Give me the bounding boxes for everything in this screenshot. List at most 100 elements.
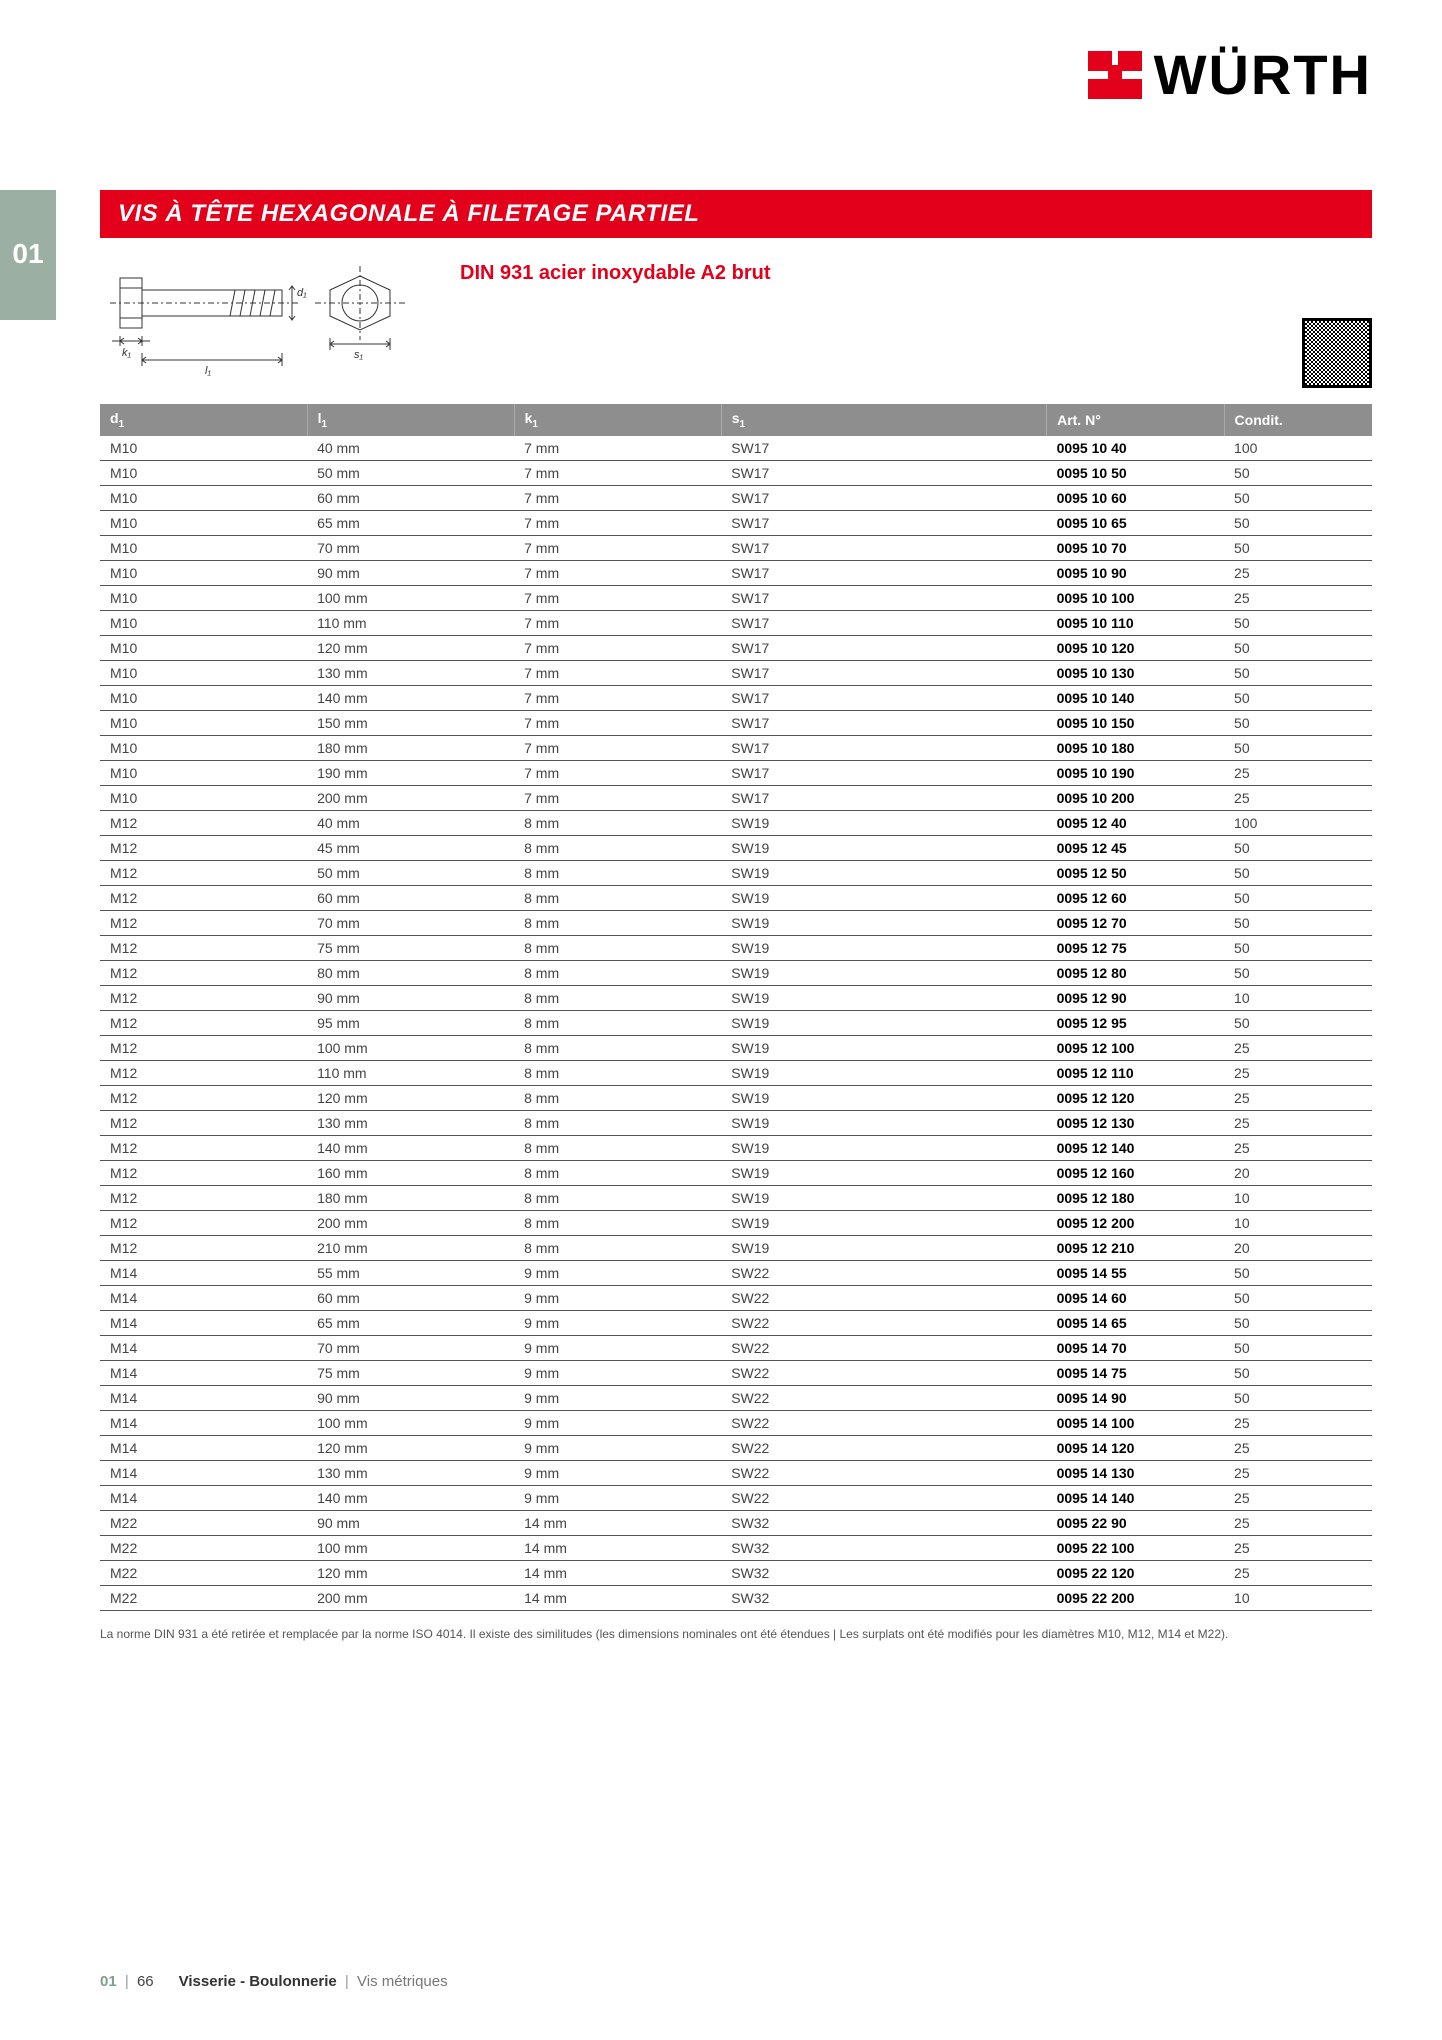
cell-d1: M14 — [100, 1385, 307, 1410]
cell-cond: 50 — [1224, 960, 1372, 985]
cell-art: 0095 12 160 — [1047, 1160, 1224, 1185]
cell-cond: 50 — [1224, 1385, 1372, 1410]
dim-d1: d₁ — [297, 287, 307, 299]
cell-s1: SW19 — [721, 835, 1046, 860]
cell-l1: 190 mm — [307, 760, 514, 785]
cell-s1: SW19 — [721, 1185, 1046, 1210]
cell-l1: 140 mm — [307, 1135, 514, 1160]
cell-k1: 8 mm — [514, 885, 721, 910]
cell-l1: 75 mm — [307, 1360, 514, 1385]
table-header-row: d1 l1 k1 s1 Art. N° Condit. — [100, 404, 1372, 436]
cell-d1: M10 — [100, 685, 307, 710]
cell-art: 0095 10 180 — [1047, 735, 1224, 760]
cell-art: 0095 10 110 — [1047, 610, 1224, 635]
cell-cond: 50 — [1224, 710, 1372, 735]
cell-l1: 50 mm — [307, 460, 514, 485]
cell-k1: 8 mm — [514, 1110, 721, 1135]
cell-s1: SW17 — [721, 535, 1046, 560]
cell-cond: 50 — [1224, 835, 1372, 860]
cell-s1: SW17 — [721, 585, 1046, 610]
table-row: M22200 mm14 mmSW320095 22 20010 — [100, 1585, 1372, 1610]
cell-l1: 130 mm — [307, 660, 514, 685]
cell-k1: 8 mm — [514, 1010, 721, 1035]
dim-k1: k₁ — [122, 347, 132, 359]
cell-d1: M12 — [100, 860, 307, 885]
cell-art: 0095 10 40 — [1047, 436, 1224, 461]
cell-d1: M10 — [100, 785, 307, 810]
cell-d1: M14 — [100, 1410, 307, 1435]
cell-l1: 120 mm — [307, 635, 514, 660]
th-cond: Condit. — [1224, 404, 1372, 436]
cell-s1: SW17 — [721, 460, 1046, 485]
cell-art: 0095 10 120 — [1047, 635, 1224, 660]
cell-art: 0095 10 65 — [1047, 510, 1224, 535]
table-row: M1240 mm8 mmSW190095 12 40100 — [100, 810, 1372, 835]
cell-s1: SW17 — [721, 510, 1046, 535]
cell-d1: M12 — [100, 910, 307, 935]
cell-s1: SW17 — [721, 785, 1046, 810]
cell-d1: M22 — [100, 1560, 307, 1585]
cell-cond: 50 — [1224, 1285, 1372, 1310]
cell-art: 0095 10 100 — [1047, 585, 1224, 610]
cell-d1: M12 — [100, 1085, 307, 1110]
product-subtitle: DIN 931 acier inoxydable A2 brut — [460, 262, 770, 285]
cell-art: 0095 12 50 — [1047, 860, 1224, 885]
th-s1: s1 — [721, 404, 1046, 436]
cell-s1: SW19 — [721, 1060, 1046, 1085]
cell-art: 0095 12 70 — [1047, 910, 1224, 935]
cell-d1: M22 — [100, 1585, 307, 1610]
cell-s1: SW19 — [721, 810, 1046, 835]
cell-d1: M14 — [100, 1260, 307, 1285]
cell-k1: 7 mm — [514, 485, 721, 510]
cell-art: 0095 10 200 — [1047, 785, 1224, 810]
cell-k1: 9 mm — [514, 1310, 721, 1335]
cell-s1: SW19 — [721, 985, 1046, 1010]
cell-cond: 50 — [1224, 1010, 1372, 1035]
cell-art: 0095 10 70 — [1047, 535, 1224, 560]
table-row: M12140 mm8 mmSW190095 12 14025 — [100, 1135, 1372, 1160]
cell-s1: SW19 — [721, 1135, 1046, 1160]
page: WÜRTH 01 VIS À TÊTE HEXAGONALE À FILETAG… — [0, 0, 1442, 2040]
cell-art: 0095 14 100 — [1047, 1410, 1224, 1435]
cell-k1: 8 mm — [514, 1160, 721, 1185]
page-footer: 01 | 66 Visserie - Boulonnerie | Vis mét… — [100, 1973, 448, 1990]
table-row: M22100 mm14 mmSW320095 22 10025 — [100, 1535, 1372, 1560]
cell-l1: 160 mm — [307, 1160, 514, 1185]
table-row: M1455 mm9 mmSW220095 14 5550 — [100, 1260, 1372, 1285]
cell-d1: M10 — [100, 585, 307, 610]
cell-k1: 8 mm — [514, 1035, 721, 1060]
table-row: M10180 mm7 mmSW170095 10 18050 — [100, 735, 1372, 760]
table-row: M1275 mm8 mmSW190095 12 7550 — [100, 935, 1372, 960]
cell-d1: M10 — [100, 660, 307, 685]
cell-k1: 8 mm — [514, 960, 721, 985]
cell-art: 0095 12 130 — [1047, 1110, 1224, 1135]
cell-s1: SW19 — [721, 1085, 1046, 1110]
cell-d1: M10 — [100, 535, 307, 560]
cell-cond: 10 — [1224, 1185, 1372, 1210]
table-row: M1290 mm8 mmSW190095 12 9010 — [100, 985, 1372, 1010]
cell-d1: M12 — [100, 960, 307, 985]
cell-k1: 7 mm — [514, 610, 721, 635]
cell-art: 0095 14 70 — [1047, 1335, 1224, 1360]
cell-l1: 65 mm — [307, 1310, 514, 1335]
cell-cond: 10 — [1224, 1210, 1372, 1235]
footnote: La norme DIN 931 a été retirée et rempla… — [100, 1625, 1372, 1643]
cell-s1: SW32 — [721, 1510, 1046, 1535]
cell-art: 0095 10 50 — [1047, 460, 1224, 485]
cell-l1: 210 mm — [307, 1235, 514, 1260]
cell-l1: 75 mm — [307, 935, 514, 960]
cell-d1: M22 — [100, 1510, 307, 1535]
cell-cond: 50 — [1224, 735, 1372, 760]
footer-cat2: Vis métriques — [357, 1973, 448, 1990]
cell-k1: 7 mm — [514, 436, 721, 461]
cell-d1: M22 — [100, 1535, 307, 1560]
cell-l1: 100 mm — [307, 1410, 514, 1435]
cell-k1: 7 mm — [514, 535, 721, 560]
cell-k1: 9 mm — [514, 1260, 721, 1285]
cell-k1: 9 mm — [514, 1485, 721, 1510]
cell-cond: 50 — [1224, 635, 1372, 660]
cell-cond: 50 — [1224, 460, 1372, 485]
cell-d1: M10 — [100, 735, 307, 760]
cell-d1: M12 — [100, 835, 307, 860]
cell-cond: 50 — [1224, 910, 1372, 935]
